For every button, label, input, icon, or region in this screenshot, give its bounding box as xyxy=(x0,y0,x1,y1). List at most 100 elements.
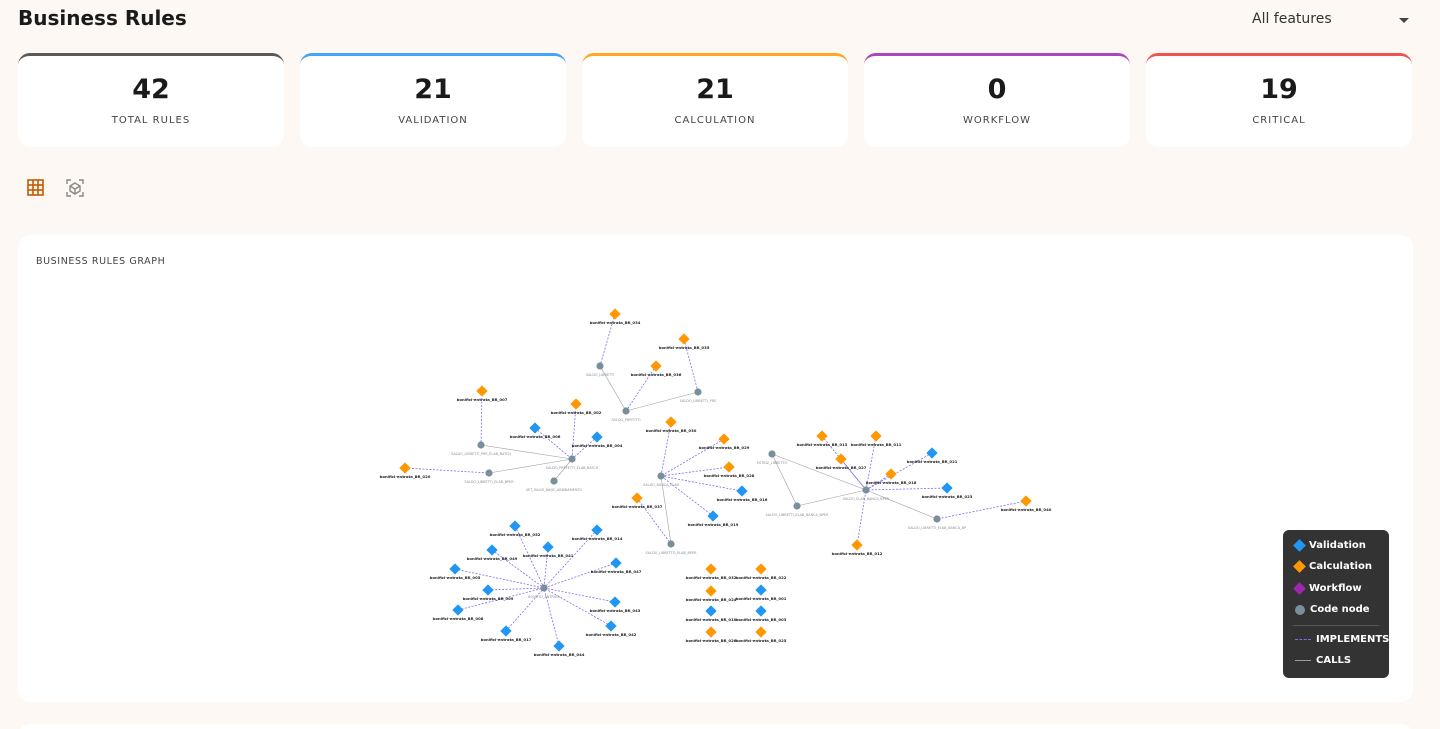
rule-node xyxy=(591,524,603,536)
next-card xyxy=(18,724,1413,729)
implements-edge xyxy=(840,458,867,491)
stat-card: 21 CALCULATION xyxy=(582,53,848,147)
rule-node-label: bonifici-entrata_BR_024 xyxy=(686,597,737,602)
rule-node xyxy=(605,620,617,632)
calls-edge xyxy=(480,444,573,460)
rule-node-label: bonifici-entrata_BR_017 xyxy=(481,637,532,642)
rule-node xyxy=(609,308,621,320)
stat-card: 0 WORKFLOW xyxy=(864,53,1130,147)
implements-edge xyxy=(487,587,545,591)
rule-node xyxy=(926,447,938,459)
rule-node-label: bonifici-entrata_BR_022 xyxy=(736,575,787,580)
implements-edge xyxy=(543,587,616,603)
code-node-label: SALDO_LIBRETTI_ELAB_BANCA_BPER xyxy=(766,513,829,517)
rule-node xyxy=(755,563,767,575)
stat-value: 21 xyxy=(696,74,734,105)
rule-node xyxy=(542,541,554,553)
stat-value: 0 xyxy=(987,74,1007,105)
rule-node-label: bonifici-entrata_BR_018 xyxy=(866,480,917,485)
rule-node xyxy=(609,596,621,608)
code-node-label: SALDO_PREFETTI xyxy=(611,418,640,422)
rule-node-label: bonifici-entrata_BR_034 xyxy=(590,320,641,325)
table-view-button[interactable] xyxy=(26,178,46,198)
rule-node-label: bonifici-entrata_BR_037 xyxy=(612,504,663,509)
feature-filter[interactable]: All features xyxy=(1252,11,1414,27)
calls-edge xyxy=(796,489,867,507)
legend-label: IMPLEMENTS xyxy=(1316,633,1390,645)
code-node-label: SALDO_LIBRETTI_PRE xyxy=(680,399,716,403)
implements-edge xyxy=(543,562,617,589)
legend-item: Workflow xyxy=(1293,581,1362,595)
rule-node-label: bonifici-entrata_BR_008 xyxy=(433,616,484,621)
rule-node xyxy=(885,468,897,480)
code-node xyxy=(694,388,702,396)
implements-edge xyxy=(457,587,545,611)
rule-node xyxy=(665,416,677,428)
implements-edge xyxy=(636,497,672,545)
code-node xyxy=(793,502,801,510)
legend-swatch xyxy=(1295,604,1305,615)
implements-edge xyxy=(534,427,573,460)
legend-item: Calculation xyxy=(1293,560,1372,574)
legend: Validation Calculation Workflow Code node IM… xyxy=(1283,530,1389,678)
graph-view-button[interactable] xyxy=(65,178,85,198)
code-node xyxy=(862,486,870,494)
implements-edge xyxy=(660,466,730,477)
code-node xyxy=(933,515,941,523)
rule-node xyxy=(570,398,582,410)
rule-node xyxy=(486,544,498,556)
rule-node-label: bonifici-entrata_BR_009 xyxy=(463,596,514,601)
rule-node-label: bonifici-entrata_BR_004 xyxy=(572,443,623,448)
rule-node-label: bonifici-entrata_BR_026 xyxy=(686,638,737,643)
legend-label: Workflow xyxy=(1309,582,1362,594)
rule-node-label: bonifici-entrata_BR_052 xyxy=(490,532,541,537)
rule-node xyxy=(755,626,767,638)
rule-node-label: bonifici-entrata_BR_002 xyxy=(551,410,602,415)
rule-node-label: bonifici-entrata_BR_044 xyxy=(534,652,585,657)
rule-node xyxy=(870,430,882,442)
rule-node xyxy=(500,625,512,637)
legend-divider xyxy=(1293,625,1379,626)
rule-node-label: bonifici-entrata_BR_040 xyxy=(1001,507,1052,512)
rule-node xyxy=(650,360,662,372)
graph-card: BUSINESS RULES GRAPH SALDO_LIBRETTI bonif… xyxy=(18,235,1413,702)
legend-line xyxy=(1295,638,1311,640)
calls-edge xyxy=(625,391,699,412)
rule-node xyxy=(631,492,643,504)
graph: SALDO_LIBRETTI bonifici-entrata_BR_034bon… xyxy=(380,308,1052,657)
code-node-label: SALDO_LIBRETTI_ELAB_BPER xyxy=(464,480,514,484)
legend-swatch xyxy=(1293,581,1306,595)
rule-node xyxy=(723,461,735,473)
rule-node-label: bonifici-entrata_BR_014 xyxy=(572,536,623,541)
legend-item: Code node xyxy=(1295,603,1370,617)
calls-edge xyxy=(553,458,573,482)
code-node xyxy=(657,472,665,480)
rule-node-label: bonifici-entrata_BR_006 xyxy=(510,434,561,439)
implements-edge xyxy=(543,529,598,589)
rule-node-label: bonifici-entrata_BR_032 xyxy=(686,575,737,580)
implements-edge xyxy=(454,568,545,589)
rule-node-label: bonifici-entrata_BR_041 xyxy=(523,553,574,558)
implements-edge xyxy=(571,436,598,460)
rule-node-label: bonifici-entrata_BR_042 xyxy=(586,632,637,637)
rule-node xyxy=(553,640,565,652)
rule-node-label: bonifici-entrata_BR_011 xyxy=(851,442,902,447)
rule-node xyxy=(718,433,730,445)
implements-edge xyxy=(936,500,1027,520)
stat-label: CRITICAL xyxy=(1252,115,1306,126)
calls-edge xyxy=(771,453,867,491)
rule-node xyxy=(736,485,748,497)
rule-node xyxy=(449,563,461,575)
code-node xyxy=(622,407,630,415)
rule-node xyxy=(452,604,464,616)
rule-node xyxy=(755,584,767,596)
code-node xyxy=(550,477,558,485)
code-node xyxy=(768,450,776,458)
implements-edge xyxy=(571,403,577,460)
rule-node xyxy=(705,605,717,617)
implements-edge xyxy=(683,338,699,393)
implements-edge xyxy=(660,438,725,477)
implements-edge xyxy=(505,587,545,632)
rule-node-label: bonifici-entrata_BR_047 xyxy=(591,569,642,574)
